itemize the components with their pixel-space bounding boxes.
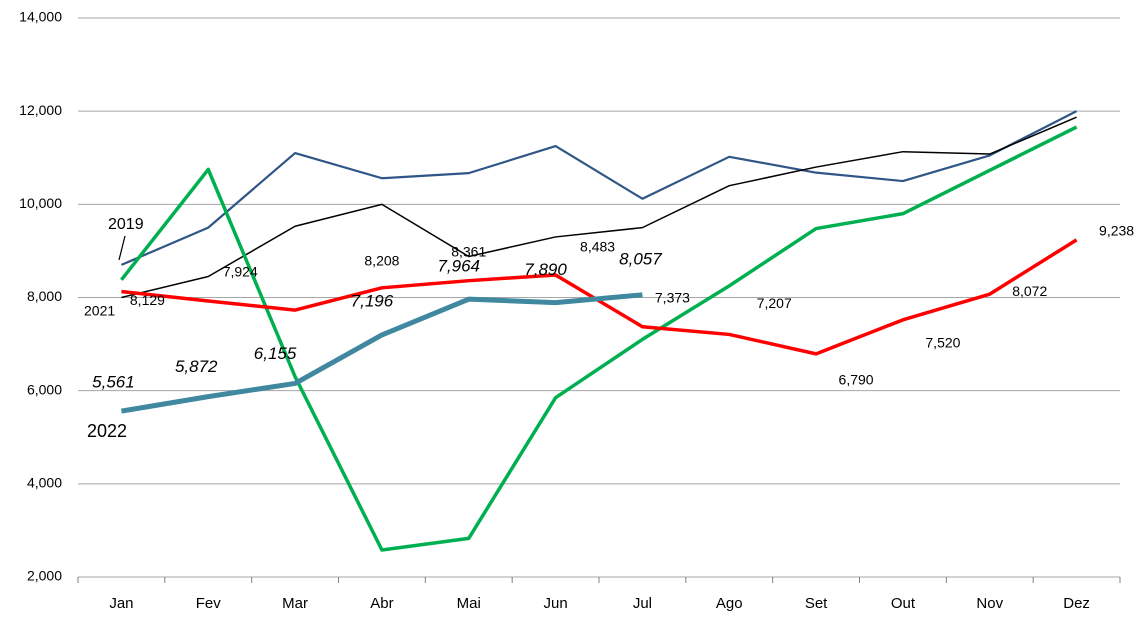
series-line	[120, 110, 1078, 266]
data-label: 6,790	[839, 372, 874, 388]
series-name: 2022	[87, 421, 127, 441]
series-line	[120, 125, 1078, 552]
data-label: 7,520	[925, 335, 960, 351]
series-name: 2019	[108, 216, 144, 233]
x-tick-label: Ago	[716, 595, 743, 612]
x-tick-label: Fev	[196, 595, 222, 612]
y-tick-label: 2,000	[27, 568, 62, 584]
series-line	[121, 292, 643, 414]
data-label: 8,208	[364, 253, 399, 269]
data-label: 9,238	[1099, 223, 1134, 239]
y-tick-label: 8,000	[27, 288, 62, 304]
annotation-pointer	[118, 235, 126, 261]
data-label: 7,924	[223, 264, 258, 280]
y-tick-label: 14,000	[19, 9, 62, 25]
data-label: 7,890	[524, 260, 567, 279]
data-label: 7,964	[437, 257, 480, 276]
data-label: 7,196	[351, 291, 394, 310]
y-tick-label: 10,000	[19, 195, 62, 211]
x-tick-label: Abr	[370, 595, 393, 612]
data-label: 8,361	[451, 243, 486, 259]
data-label: 8,072	[1012, 283, 1047, 299]
x-tick-label: Jun	[543, 595, 567, 612]
x-tick-label: Mar	[282, 595, 308, 612]
x-tick-label: Out	[891, 595, 916, 612]
data-label: 7,207	[757, 295, 792, 311]
x-tick-label: Set	[805, 595, 828, 612]
x-tick-label: Mai	[457, 595, 481, 612]
y-tick-label: 4,000	[27, 475, 62, 491]
series-name: 2021	[84, 303, 115, 319]
data-label: 5,872	[175, 357, 218, 376]
x-tick-label: Jul	[633, 595, 652, 612]
data-label: 8,483	[580, 239, 615, 255]
data-label: 7,373	[655, 289, 690, 305]
data-label: 6,155	[254, 344, 297, 363]
series-line	[121, 116, 1077, 299]
x-tick-label: Dez	[1063, 595, 1090, 612]
data-label: 8,057	[619, 249, 662, 268]
x-tick-label: Nov	[976, 595, 1003, 612]
data-label: 8,129	[130, 292, 165, 308]
y-tick-label: 6,000	[27, 381, 62, 397]
y-tick-label: 12,000	[19, 102, 62, 118]
x-tick-label: Jan	[109, 595, 133, 612]
data-label: 5,561	[92, 373, 135, 392]
